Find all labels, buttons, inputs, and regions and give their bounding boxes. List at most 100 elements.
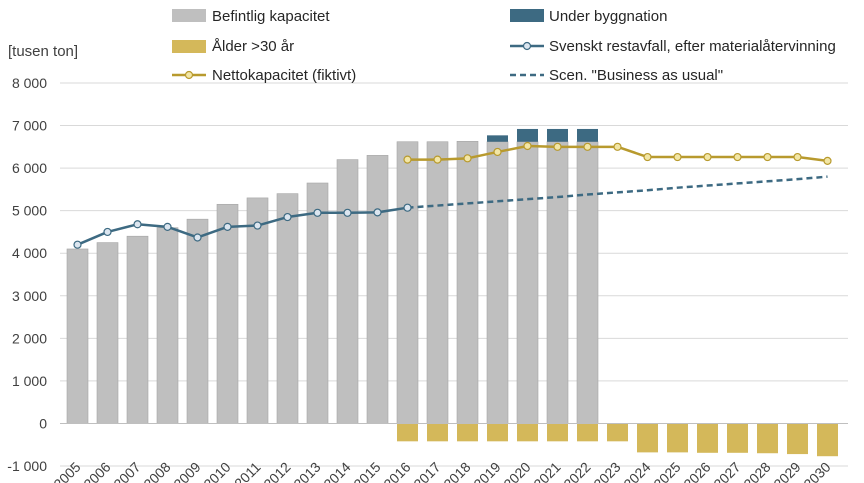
x-tick-label: 2028 (740, 459, 773, 483)
bar-alder (487, 423, 508, 442)
point-svenskt (163, 222, 172, 231)
point-netto (553, 142, 562, 151)
bar-alder (457, 423, 478, 442)
point-svenskt (343, 208, 352, 217)
bar-under (487, 135, 508, 142)
point-netto (703, 152, 712, 162)
bar-befintlig (126, 235, 149, 424)
point-svenskt (403, 203, 412, 212)
point-svenskt (283, 212, 292, 222)
y-tick-label: 8 000 (12, 75, 47, 91)
x-tick-label: 2026 (680, 459, 713, 483)
bar-befintlig (66, 248, 89, 424)
bar-alder (607, 423, 628, 442)
bar-alder (517, 423, 538, 442)
legend-swatch-befintlig (172, 9, 206, 22)
legend-marker-netto (184, 70, 194, 80)
x-tick-label: 2018 (440, 459, 473, 483)
bar-befintlig (456, 141, 479, 424)
x-tick-label: 2016 (380, 459, 413, 483)
x-tick-label: 2027 (710, 459, 743, 483)
bar-alder (667, 423, 688, 453)
y-tick-label: 3 000 (12, 288, 47, 304)
bar-befintlig (486, 141, 509, 424)
y-tick-label: -1 000 (7, 458, 47, 474)
x-tick-label: 2007 (110, 459, 143, 483)
bar-alder (547, 423, 568, 442)
bar-befintlig (96, 242, 119, 424)
x-tick-label: 2029 (770, 459, 803, 483)
x-tick-label: 2025 (650, 459, 683, 483)
bar-befintlig (516, 141, 539, 424)
legend: Befintlig kapacitet Under byggnation Åld… (172, 8, 836, 84)
x-tick-label: 2013 (290, 459, 323, 483)
legend-item-netto: Nettokapacitet (fiktivt) (172, 67, 356, 84)
legend-item-bau: Scen. "Business as usual" (510, 67, 723, 84)
point-netto (583, 142, 592, 151)
bar-alder (787, 423, 808, 455)
point-netto (493, 147, 502, 157)
point-netto (793, 152, 802, 162)
point-svenskt (373, 208, 382, 217)
y-tick-label: 4 000 (12, 245, 47, 261)
x-tick-label: 2005 (50, 459, 83, 483)
bar-alder (757, 423, 778, 454)
point-netto (823, 156, 832, 165)
bar-befintlig (366, 155, 389, 424)
bar-alder (397, 423, 418, 442)
bar-befintlig (216, 203, 239, 424)
bar-alder (697, 423, 718, 453)
x-tick-label: 2008 (140, 459, 173, 483)
series-line-svenskt (77, 206, 408, 246)
x-tick-label: 2012 (260, 459, 293, 483)
point-svenskt (223, 222, 232, 231)
legend-swatch-under (510, 9, 544, 22)
y-tick-label: 6 000 (12, 160, 47, 176)
bar-befintlig (186, 218, 209, 424)
x-tick-label: 2022 (560, 459, 593, 483)
lines (73, 141, 832, 249)
x-tick-label: 2009 (170, 459, 203, 483)
bar-befintlig (396, 141, 419, 424)
point-svenskt (313, 208, 322, 217)
legend-label-befintlig: Befintlig kapacitet (212, 8, 330, 25)
x-tick-label: 2015 (350, 459, 383, 483)
point-svenskt (193, 233, 202, 242)
point-netto (733, 152, 742, 162)
point-netto (403, 155, 412, 164)
point-svenskt (103, 227, 112, 237)
point-svenskt (73, 240, 82, 249)
y-tick-label: 2 000 (12, 330, 47, 346)
x-tick-label: 2006 (80, 459, 113, 483)
bar-under (517, 128, 538, 142)
legend-swatch-alder (172, 40, 206, 53)
bar-under (577, 128, 598, 142)
legend-marker-svenskt (522, 41, 532, 51)
bars (60, 128, 848, 457)
y-tick-label: 5 000 (12, 203, 47, 219)
legend-label-under: Under byggnation (549, 8, 667, 25)
point-svenskt (133, 220, 142, 229)
x-tick-label: 2011 (231, 459, 264, 483)
legend-label-netto: Nettokapacitet (fiktivt) (212, 67, 356, 84)
x-tick-label: 2024 (620, 459, 653, 483)
y-axis-labels: 8 000 7 000 6 000 5 000 4 000 3 000 2 000 1 000… (7, 75, 47, 474)
bar-befintlig (576, 141, 599, 424)
point-netto (673, 152, 682, 162)
y-axis-unit: [tusen ton] (8, 43, 78, 60)
x-tick-label: 2021 (530, 459, 563, 483)
x-tick-label: 2030 (800, 459, 833, 483)
legend-item-svenskt: Svenskt restavfall, efter materialåtervi… (510, 38, 836, 55)
bar-alder (727, 423, 748, 453)
legend-label-bau: Scen. "Business as usual" (549, 67, 723, 84)
bar-alder (427, 423, 448, 442)
legend-label-svenskt: Svenskt restavfall, efter materialåtervi… (549, 38, 836, 55)
point-netto (763, 152, 772, 162)
point-svenskt (253, 221, 262, 230)
legend-item-under: Under byggnation (510, 8, 667, 25)
bar-under (547, 128, 568, 142)
bar-befintlig (336, 159, 359, 424)
bar-alder (637, 423, 658, 453)
bar-alder (817, 423, 838, 457)
